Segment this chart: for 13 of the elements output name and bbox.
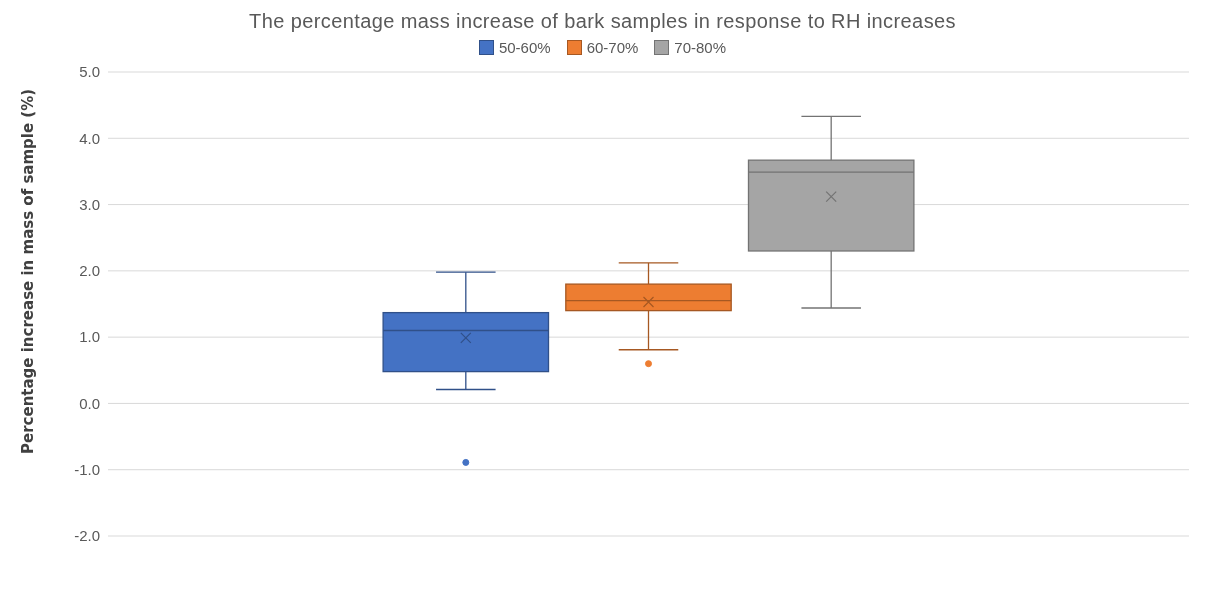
y-tick-label: 3.0: [79, 195, 100, 213]
legend-label: 60-70%: [586, 39, 639, 56]
legend-label: 50-60%: [498, 39, 551, 56]
y-tick-label: -1.0: [74, 461, 100, 479]
y-tick-label: -2.0: [74, 527, 100, 545]
legend-label: 70-80%: [674, 39, 727, 56]
y-tick-label: 4.0: [79, 129, 100, 147]
y-tick-label: 0.0: [79, 394, 100, 412]
y-tick-label: 1.0: [79, 328, 100, 346]
chart-title: The percentage mass increase of bark samples in response to RH increases: [248, 10, 957, 33]
y-tick-label: 2.0: [79, 262, 100, 280]
y-axis-title: Percentage increase in mass of sample (%): [19, 88, 38, 454]
y-tick-label: 5.0: [79, 63, 100, 81]
